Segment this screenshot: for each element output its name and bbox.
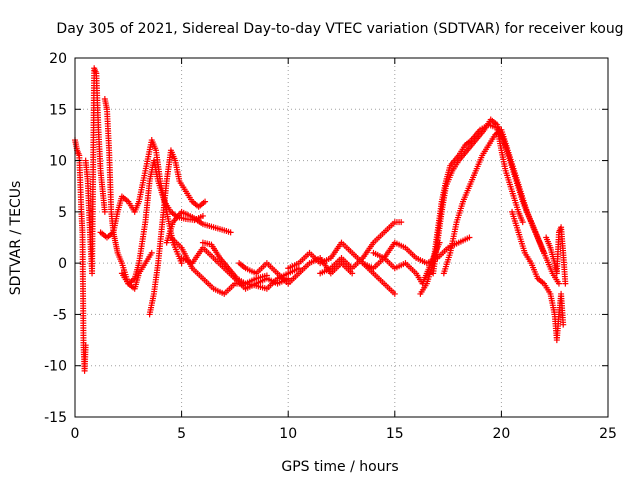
x-tick-label: 0 bbox=[71, 426, 80, 442]
series-sat-r bbox=[440, 126, 562, 287]
x-tick-label: 25 bbox=[599, 426, 617, 442]
data-point bbox=[148, 249, 155, 256]
series-sat-m bbox=[317, 219, 405, 277]
gridlines bbox=[75, 58, 608, 417]
series-sat-g bbox=[163, 208, 234, 246]
x-tick-label: 20 bbox=[492, 426, 510, 442]
axis-ticks: 0 5 10 15 20 25 -15 -10 -5 0 5 10 15 20 bbox=[44, 51, 617, 442]
data-point bbox=[562, 280, 569, 287]
series-sat-k bbox=[236, 255, 356, 287]
y-tick-label: 5 bbox=[58, 205, 67, 221]
series-sat-c bbox=[101, 96, 155, 292]
y-tick-label: 15 bbox=[49, 102, 67, 118]
data-point bbox=[398, 219, 405, 226]
data-point bbox=[295, 265, 302, 272]
y-tick-label: -5 bbox=[53, 307, 67, 323]
series-sat-a bbox=[72, 137, 89, 374]
data-point bbox=[227, 229, 234, 236]
data-point bbox=[519, 219, 526, 226]
data-points bbox=[72, 65, 569, 374]
x-tick-label: 10 bbox=[279, 426, 297, 442]
x-tick-label: 15 bbox=[386, 426, 404, 442]
y-tick-label: -10 bbox=[44, 359, 67, 375]
data-point bbox=[82, 342, 89, 349]
data-point bbox=[199, 212, 206, 219]
plot-frame bbox=[74, 57, 609, 418]
series-sat-j bbox=[199, 239, 302, 292]
chart-title: Day 305 of 2021, Sidereal Day-to-day VTE… bbox=[56, 21, 623, 37]
data-point bbox=[560, 321, 567, 328]
series-sat-b bbox=[82, 65, 108, 277]
x-tick-label: 5 bbox=[177, 426, 186, 442]
data-point bbox=[391, 290, 398, 297]
y-tick-label: -15 bbox=[44, 410, 67, 426]
y-tick-label: 10 bbox=[49, 154, 67, 170]
data-point bbox=[349, 270, 356, 277]
x-axis-label: GPS time / hours bbox=[281, 459, 398, 475]
data-point bbox=[285, 275, 292, 282]
data-point bbox=[466, 234, 473, 241]
data-point bbox=[555, 280, 562, 287]
y-axis-label: SDTVAR / TECUs bbox=[8, 181, 24, 296]
data-point bbox=[101, 208, 108, 215]
series-sat-s bbox=[509, 208, 567, 344]
series-sat-f bbox=[146, 147, 209, 318]
series-sat-n bbox=[359, 234, 473, 272]
y-tick-label: 0 bbox=[58, 256, 67, 272]
data-point bbox=[202, 198, 209, 205]
series-sat-p bbox=[417, 121, 526, 297]
series-sat-t bbox=[543, 224, 569, 287]
y-tick-label: 20 bbox=[49, 51, 67, 67]
data-point bbox=[178, 260, 185, 267]
